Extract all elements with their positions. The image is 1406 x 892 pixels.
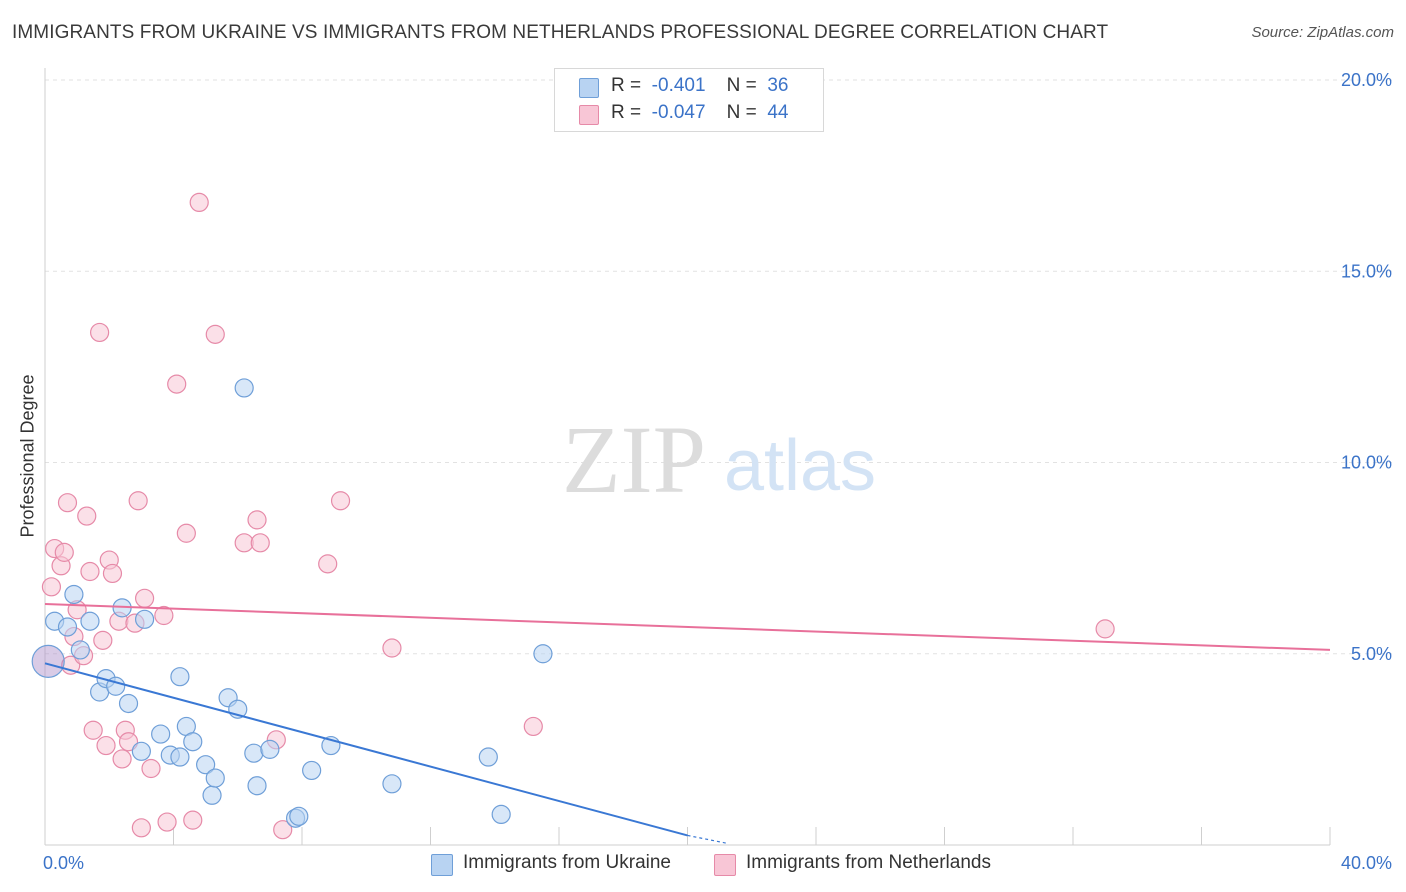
ukraine-point xyxy=(491,804,511,825)
netherlands-point xyxy=(183,810,203,830)
y-tick-label: 20.0% xyxy=(1341,70,1392,90)
ukraine-point xyxy=(205,768,225,788)
netherlands-point xyxy=(167,374,187,394)
netherlands-point xyxy=(273,820,293,840)
legend-r-value-netherlands: -0.047 xyxy=(651,102,706,123)
legend-r-value-ukraine: -0.401 xyxy=(651,75,706,96)
legend-r-label: R = xyxy=(611,102,642,123)
netherlands-point xyxy=(523,716,543,737)
bottom-legend-label-netherlands: Immigrants from Netherlands xyxy=(746,852,991,873)
legend-n-value-ukraine: 36 xyxy=(767,75,789,96)
ukraine-point xyxy=(247,776,267,796)
netherlands-point xyxy=(234,533,254,553)
y-tick-labels: 5.0% 10.0% 15.0% 20.0% xyxy=(1341,70,1392,664)
netherlands-point xyxy=(189,192,209,212)
ukraine-point xyxy=(478,747,498,767)
netherlands-point xyxy=(90,322,110,343)
source-credit: Source: ZipAtlas.com xyxy=(1251,24,1394,41)
netherlands-point xyxy=(141,758,161,779)
netherlands-point xyxy=(1095,619,1115,639)
ukraine-point xyxy=(151,724,171,744)
y-tick-label: 15.0% xyxy=(1341,261,1392,281)
netherlands-point xyxy=(128,491,148,511)
ukraine-point xyxy=(134,609,155,629)
ukraine-point xyxy=(80,611,100,631)
netherlands-point xyxy=(176,523,196,543)
y-tick-label: 5.0% xyxy=(1351,644,1392,664)
legend-n-value-netherlands: 44 xyxy=(767,102,789,123)
bottom-legend-swatch-netherlands xyxy=(714,854,736,876)
netherlands-point xyxy=(93,630,113,650)
netherlands-point xyxy=(247,510,267,530)
trend-lines xyxy=(44,603,1331,844)
netherlands-point xyxy=(83,720,103,740)
netherlands-point xyxy=(205,324,225,344)
axes xyxy=(44,68,1331,846)
chart-title: IMMIGRANTS FROM UKRAINE VS IMMIGRANTS FR… xyxy=(12,22,1109,43)
netherlands-point xyxy=(96,735,116,756)
legend-n-label: N = xyxy=(726,102,757,123)
bottom-legend-label-ukraine: Immigrants from Ukraine xyxy=(463,852,671,873)
legend-swatch-netherlands xyxy=(579,105,599,125)
ukraine-point xyxy=(202,785,222,805)
legend-r-label: R = xyxy=(611,75,642,96)
netherlands-trend-line xyxy=(44,603,1331,651)
netherlands-point xyxy=(157,812,177,832)
netherlands-point xyxy=(382,638,402,658)
ukraine-point xyxy=(64,584,84,605)
netherlands-point xyxy=(77,506,97,526)
netherlands-point xyxy=(102,563,123,584)
ukraine-trend-extension xyxy=(687,834,727,844)
y-tick-label: 10.0% xyxy=(1341,453,1392,473)
ukraine-point xyxy=(289,806,309,826)
series-ukraine-points xyxy=(31,378,553,828)
netherlands-point xyxy=(318,554,338,574)
netherlands-point xyxy=(54,542,74,562)
netherlands-point xyxy=(118,732,139,752)
ukraine-point xyxy=(31,644,65,679)
ukraine-point xyxy=(382,774,402,794)
gridlines xyxy=(45,79,1392,655)
netherlands-point xyxy=(41,577,62,597)
watermark-zip: ZIP xyxy=(562,406,706,513)
ukraine-point xyxy=(260,739,280,759)
netherlands-point xyxy=(57,493,78,513)
ukraine-point xyxy=(57,617,78,637)
legend-n-label: N = xyxy=(726,75,757,96)
ukraine-point xyxy=(183,732,203,752)
ukraine-point xyxy=(244,743,264,763)
netherlands-point xyxy=(134,588,155,608)
ukraine-point xyxy=(118,693,139,714)
netherlands-point xyxy=(250,533,270,553)
series-netherlands-points xyxy=(41,192,1115,840)
ukraine-point xyxy=(70,640,90,660)
correlation-legend: R = -0.401 N = 36 R = -0.047 N = 44 xyxy=(554,68,824,132)
ukraine-point xyxy=(131,741,151,761)
x-tick-label-min: 0.0% xyxy=(43,853,84,873)
ukraine-point xyxy=(170,747,190,767)
watermark-atlas: atlas xyxy=(724,426,876,506)
netherlands-point xyxy=(330,491,351,511)
ukraine-trend-line xyxy=(44,662,688,837)
x-tick-label-max: 40.0% xyxy=(1341,853,1392,873)
y-axis-label: Professional Degree xyxy=(17,374,38,538)
netherlands-point xyxy=(80,561,100,582)
bottom-legend-swatch-ukraine xyxy=(431,854,453,876)
x-tick-labels: 0.0% 40.0% xyxy=(43,853,1392,873)
ukraine-point xyxy=(234,378,254,398)
ukraine-point xyxy=(533,644,553,664)
ukraine-point xyxy=(196,755,216,775)
netherlands-point xyxy=(112,749,132,769)
netherlands-point xyxy=(154,605,174,626)
ukraine-point xyxy=(170,667,190,687)
legend-swatch-ukraine xyxy=(579,78,599,98)
ukraine-point xyxy=(302,760,322,781)
netherlands-point xyxy=(131,818,151,838)
